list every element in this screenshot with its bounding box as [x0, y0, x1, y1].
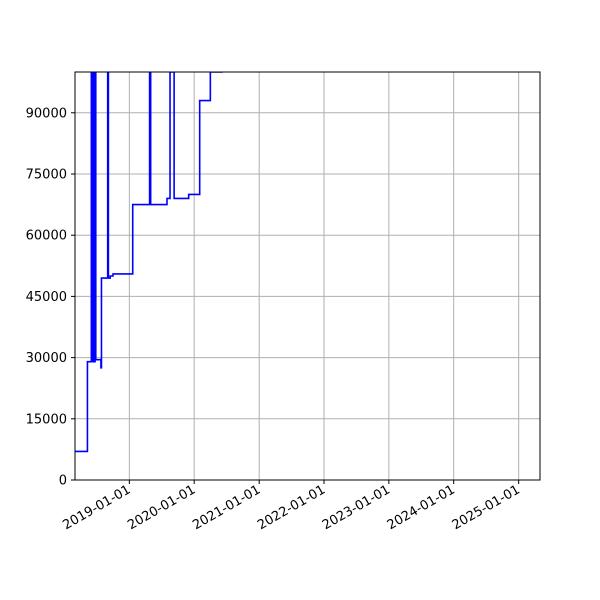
y-tick-label: 45000: [26, 290, 67, 305]
y-tick-label: 75000: [26, 168, 67, 183]
y-tick-label: 90000: [26, 106, 67, 121]
series-line: [75, 72, 223, 453]
plot-frame: [74, 71, 541, 481]
y-tick-label: 15000: [26, 412, 67, 427]
y-tick-label: 30000: [26, 351, 67, 366]
y-tick-label: 60000: [26, 229, 67, 244]
y-tick-label: 0: [59, 474, 67, 489]
series-layer: [75, 72, 223, 453]
